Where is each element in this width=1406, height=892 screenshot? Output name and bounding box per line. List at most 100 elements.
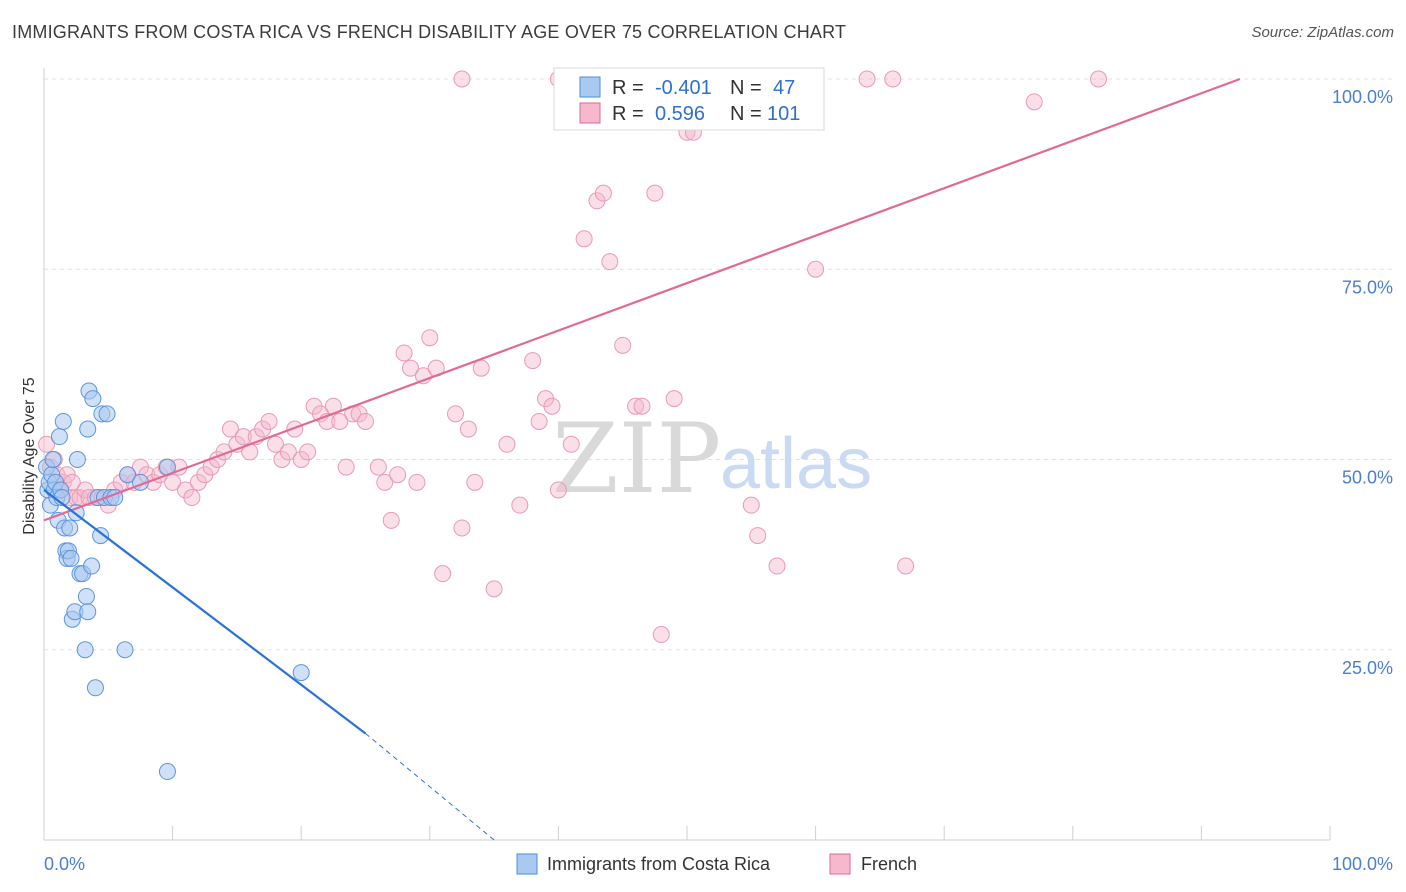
- point-french: [389, 466, 407, 484]
- point-french: [627, 397, 645, 415]
- axes: [43, 68, 1331, 841]
- legend-swatch-blue: [579, 76, 601, 98]
- source-credit: Source: ZipAtlas.com: [1251, 24, 1394, 41]
- point-costa-rica: [79, 420, 97, 438]
- legend-n-label-pink: N =: [730, 103, 762, 125]
- point-french: [408, 473, 426, 491]
- x-tick-label-max: 100.0%: [1332, 854, 1393, 874]
- point-costa-rica: [76, 641, 94, 659]
- point-french: [286, 420, 304, 438]
- y-tick-label: 100.0%: [1332, 87, 1393, 107]
- point-french: [459, 420, 477, 438]
- point-french: [652, 626, 670, 644]
- point-costa-rica: [119, 466, 137, 484]
- point-french: [646, 184, 664, 202]
- x-tick-label-min: 0.0%: [44, 854, 85, 874]
- point-french: [279, 443, 297, 461]
- point-french: [498, 435, 516, 453]
- point-costa-rica: [61, 519, 79, 537]
- point-french: [453, 519, 471, 537]
- y-tick-labels: 25.0% 50.0% 75.0% 100.0%: [1332, 87, 1393, 678]
- stats-legend: R = -0.401 N = 47 R = 0.596 N = 101: [553, 67, 825, 131]
- point-costa-rica: [62, 549, 80, 567]
- series-legend: Immigrants from Costa Rica French: [516, 853, 917, 875]
- point-french: [742, 496, 760, 514]
- trend-lines: [43, 77, 1241, 841]
- point-french: [549, 481, 567, 499]
- point-french: [884, 70, 902, 88]
- point-french: [434, 565, 452, 583]
- point-costa-rica: [86, 679, 104, 697]
- point-costa-rica: [84, 390, 102, 408]
- point-french: [594, 184, 612, 202]
- watermark: ZIP atlas: [552, 403, 872, 515]
- point-french: [453, 70, 471, 88]
- point-french: [1025, 93, 1043, 111]
- point-costa-rica: [92, 527, 110, 545]
- point-french: [260, 412, 278, 430]
- bottom-legend-swatch-blue: [516, 853, 538, 875]
- point-costa-rica: [116, 641, 134, 659]
- point-costa-rica: [79, 603, 97, 621]
- point-french: [402, 359, 420, 377]
- bottom-legend-label-blue: Immigrants from Costa Rica: [547, 854, 771, 874]
- series-french-points: [38, 70, 1108, 644]
- point-costa-rica: [292, 664, 310, 682]
- point-french: [421, 329, 439, 347]
- point-french: [614, 336, 632, 354]
- y-tick-label: 50.0%: [1342, 468, 1393, 488]
- point-french: [266, 435, 284, 453]
- y-axis-label: Disability Age Over 75: [21, 377, 38, 535]
- watermark-atlas: atlas: [720, 424, 872, 504]
- grid-lines: [44, 78, 1392, 651]
- legend-r-value-blue: -0.401: [655, 77, 712, 99]
- bottom-legend-label-pink: French: [861, 854, 917, 874]
- point-french: [382, 511, 400, 529]
- point-french: [511, 496, 529, 514]
- point-costa-rica: [83, 557, 101, 575]
- point-costa-rica: [68, 451, 86, 468]
- point-french: [337, 458, 355, 476]
- point-french: [357, 412, 374, 430]
- point-french: [395, 344, 413, 362]
- point-costa-rica: [44, 451, 62, 468]
- point-french: [543, 397, 561, 415]
- point-french: [234, 428, 252, 446]
- point-french: [299, 443, 317, 461]
- point-french: [530, 412, 548, 430]
- point-french: [38, 435, 56, 453]
- point-french: [858, 70, 876, 88]
- point-french: [601, 253, 619, 271]
- point-french: [768, 557, 786, 575]
- legend-n-value-pink: 101: [767, 103, 800, 125]
- point-french: [183, 489, 201, 507]
- legend-n-value-blue: 47: [773, 77, 795, 99]
- point-french: [447, 405, 465, 423]
- y-tick-label: 75.0%: [1342, 277, 1393, 297]
- point-costa-rica: [98, 405, 116, 423]
- point-french: [633, 397, 651, 415]
- legend-r-label-pink: R =: [612, 103, 644, 125]
- point-french: [1090, 70, 1108, 88]
- point-french: [472, 359, 490, 377]
- legend-n-label-blue: N =: [730, 77, 762, 99]
- point-french: [376, 473, 394, 491]
- point-french: [665, 390, 683, 408]
- point-french: [562, 435, 580, 453]
- point-french: [466, 473, 484, 491]
- point-french: [897, 557, 915, 575]
- y-tick-label: 25.0%: [1342, 658, 1393, 678]
- point-french: [575, 230, 593, 248]
- trend-line-costa-rica: [43, 489, 367, 735]
- point-costa-rica: [77, 587, 95, 605]
- trend-line-costa-rica-extension: [365, 733, 495, 841]
- bottom-legend-swatch-pink: [829, 853, 851, 875]
- legend-r-value-pink: 0.596: [655, 103, 705, 125]
- point-french: [749, 527, 767, 545]
- point-french: [164, 473, 182, 491]
- point-costa-rica: [54, 412, 72, 430]
- watermark-zip: ZIP: [552, 403, 721, 515]
- trend-line-french: [43, 77, 1241, 522]
- point-costa-rica: [50, 428, 68, 446]
